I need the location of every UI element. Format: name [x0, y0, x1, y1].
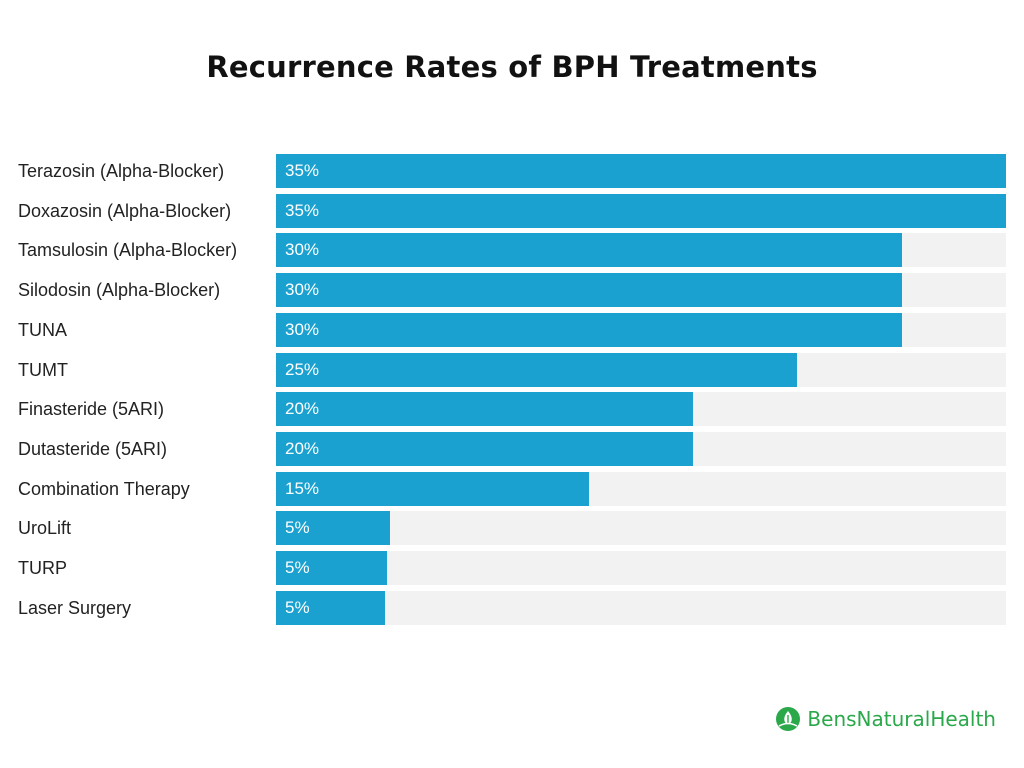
bar-value-label: 30% — [285, 240, 320, 259]
category-label: TURP — [18, 558, 67, 578]
bar: 15% — [276, 472, 589, 506]
category-label: Combination Therapy — [18, 479, 190, 499]
bar-value-label: 5% — [285, 518, 310, 537]
bar-value-label: 15% — [285, 479, 320, 498]
bar-row: Doxazosin (Alpha-Blocker) 35% — [0, 194, 1024, 228]
bar-value-label: 35% — [285, 161, 320, 180]
bar-row: TURP 5% — [0, 551, 1024, 585]
bar-track: 5% — [276, 591, 1006, 625]
bar-row: Finasteride (5ARI) 20% — [0, 392, 1024, 426]
bar-track: 30% — [276, 273, 1006, 307]
bar: 5% — [276, 511, 390, 545]
bar: 20% — [276, 432, 693, 466]
bar: 30% — [276, 233, 902, 267]
category-label: Laser Surgery — [18, 598, 132, 618]
category-label: UroLift — [18, 518, 72, 538]
category-label: Finasteride (5ARI) — [18, 399, 165, 419]
bar: 35% — [276, 194, 1006, 228]
bar-row: Laser Surgery 5% — [0, 591, 1024, 625]
category-label: TUNA — [18, 320, 67, 340]
bar-value-label: 20% — [285, 399, 320, 418]
bar: 5% — [276, 551, 387, 585]
bar-row: Tamsulosin (Alpha-Blocker) 30% — [0, 233, 1024, 267]
bar: 5% — [276, 591, 385, 625]
bar-value-label: 35% — [285, 201, 320, 220]
bar-row: TUMT 25% — [0, 353, 1024, 387]
bar-track: 5% — [276, 551, 1006, 585]
bar-value-label: 5% — [285, 598, 310, 617]
bar-track: 20% — [276, 432, 1006, 466]
bar-track: 15% — [276, 472, 1006, 506]
category-label: Dutasteride (5ARI) — [18, 439, 168, 459]
bar-track: 30% — [276, 233, 1006, 267]
bar-row: Dutasteride (5ARI) 20% — [0, 432, 1024, 466]
bar-row: TUNA 30% — [0, 313, 1024, 347]
category-label: Silodosin (Alpha-Blocker) — [18, 280, 221, 300]
bar-value-label: 5% — [285, 558, 310, 577]
brand-logo: BensNaturalHealth — [775, 704, 996, 734]
category-label: Terazosin (Alpha-Blocker) — [18, 161, 225, 181]
bar-value-label: 30% — [285, 320, 320, 339]
category-label: Doxazosin (Alpha-Blocker) — [18, 201, 232, 221]
brand-name: BensNaturalHealth — [807, 707, 996, 731]
bar-row: Silodosin (Alpha-Blocker) 30% — [0, 273, 1024, 307]
bar-row: UroLift 5% — [0, 511, 1024, 545]
bar-value-label: 25% — [285, 360, 320, 379]
bar: 25% — [276, 353, 797, 387]
bar-track: 30% — [276, 313, 1006, 347]
bar-track: 35% — [276, 154, 1006, 188]
bar: 30% — [276, 313, 902, 347]
bar-track: 25% — [276, 353, 1006, 387]
bar-row: Combination Therapy 15% — [0, 472, 1024, 506]
bar-value-label: 20% — [285, 439, 320, 458]
bar: 35% — [276, 154, 1006, 188]
bar-track: 5% — [276, 511, 1006, 545]
category-label: Tamsulosin (Alpha-Blocker) — [18, 240, 238, 260]
bar-track: 20% — [276, 392, 1006, 426]
chart-title: Recurrence Rates of BPH Treatments — [206, 50, 818, 84]
bar-track: 35% — [276, 194, 1006, 228]
bar-value-label: 30% — [285, 280, 320, 299]
bar: 20% — [276, 392, 693, 426]
leaf-drop-icon — [776, 707, 801, 731]
bar-row: Terazosin (Alpha-Blocker) 35% — [0, 154, 1024, 188]
category-label: TUMT — [18, 360, 68, 380]
bar: 30% — [276, 273, 902, 307]
